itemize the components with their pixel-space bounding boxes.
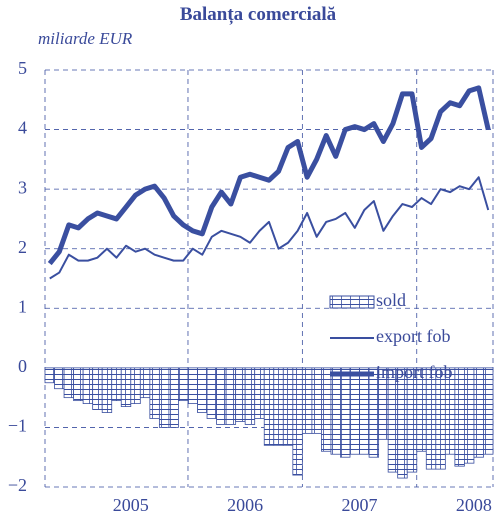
line-series [47, 85, 491, 266]
bar [111, 367, 122, 402]
bar [464, 367, 475, 464]
bar [101, 367, 113, 413]
bar [44, 367, 55, 384]
bar [235, 367, 246, 422]
legend-swatch [329, 295, 375, 309]
y-tick-label: 5 [18, 58, 27, 78]
y-tick-label: −2 [8, 475, 27, 495]
bar [130, 367, 141, 405]
x-tick-label: 2005 [113, 495, 149, 515]
bar [63, 367, 74, 399]
bar [120, 367, 132, 407]
legend-label: import fob [376, 362, 453, 382]
bar [92, 367, 103, 410]
x-tick-label: 2007 [342, 495, 378, 515]
bar [178, 367, 189, 402]
bar [282, 367, 294, 446]
y-tick-label: 3 [18, 177, 27, 197]
bar [187, 367, 198, 405]
bar [158, 367, 170, 428]
bar [359, 367, 370, 455]
bar [273, 367, 284, 446]
bar [197, 367, 208, 413]
bar [454, 367, 465, 467]
bar [244, 367, 256, 425]
x-tick-label: 2006 [227, 495, 263, 515]
bar [321, 367, 332, 452]
y-tick-label: 0 [18, 356, 27, 376]
bar [330, 367, 341, 455]
bar [149, 367, 160, 419]
bar [387, 367, 399, 473]
y-tick-label: −1 [8, 416, 27, 436]
bar [225, 367, 237, 425]
bar [263, 367, 275, 446]
y-tick-label: 1 [18, 296, 27, 316]
bar [301, 367, 313, 434]
bar [168, 367, 179, 428]
bar [473, 367, 484, 458]
bar [425, 367, 437, 470]
bar [311, 367, 322, 434]
y-axis-label: miliarde EUR [38, 29, 133, 48]
bar [406, 367, 418, 473]
bar [483, 367, 494, 455]
x-tick-label: 2008 [456, 495, 492, 515]
bar [397, 367, 408, 479]
bar [139, 367, 151, 399]
bar [206, 367, 217, 419]
y-tick-label: 4 [18, 118, 27, 138]
bar [216, 367, 227, 425]
bar [340, 367, 351, 458]
bar [82, 367, 94, 405]
legend-label: sold [376, 290, 406, 310]
bar [54, 367, 65, 390]
bar [292, 367, 303, 476]
legend-label: export fob [376, 326, 450, 346]
bar [349, 367, 360, 455]
bar [435, 367, 446, 470]
bar [254, 367, 265, 419]
chart-title: Balanța comercială [180, 4, 337, 25]
bar [73, 367, 84, 402]
line-series [49, 176, 490, 280]
y-tick-label: 2 [18, 237, 27, 257]
